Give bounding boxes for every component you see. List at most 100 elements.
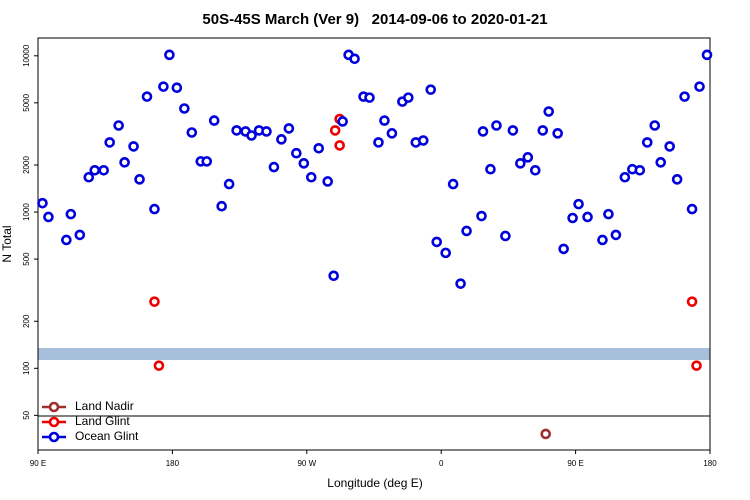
x-tick-label: 180 bbox=[703, 459, 717, 468]
point bbox=[43, 211, 54, 223]
point bbox=[515, 158, 526, 169]
point bbox=[328, 270, 339, 282]
point bbox=[567, 212, 578, 224]
point bbox=[98, 165, 110, 176]
point bbox=[655, 157, 667, 168]
point bbox=[461, 225, 472, 237]
point bbox=[322, 176, 334, 187]
point bbox=[337, 116, 348, 127]
point bbox=[610, 229, 622, 241]
point bbox=[283, 123, 295, 134]
legend-label: Ocean Glint bbox=[75, 429, 139, 443]
legend-marker bbox=[48, 416, 60, 428]
point bbox=[74, 229, 86, 241]
point bbox=[679, 91, 690, 102]
point bbox=[671, 174, 683, 185]
point bbox=[543, 106, 555, 117]
point bbox=[298, 158, 310, 169]
point bbox=[440, 247, 451, 259]
point bbox=[552, 128, 563, 139]
y-tick-label: 10000 bbox=[22, 44, 31, 67]
legend-marker bbox=[48, 401, 60, 413]
point bbox=[179, 103, 190, 114]
point bbox=[386, 128, 398, 139]
point bbox=[540, 428, 552, 440]
point bbox=[686, 203, 698, 215]
chart-title: 50S-45S March (Ver 9) 2014-09-06 to 2020… bbox=[202, 11, 547, 28]
point bbox=[216, 200, 227, 212]
point bbox=[113, 120, 124, 131]
point bbox=[582, 211, 593, 223]
x-tick-label: 90 W bbox=[297, 459, 316, 468]
point bbox=[305, 171, 317, 183]
x-axis-label: Longitude (deg E) bbox=[327, 476, 422, 490]
point bbox=[425, 84, 437, 95]
point bbox=[403, 92, 414, 103]
point bbox=[149, 296, 160, 307]
point bbox=[664, 141, 675, 152]
point bbox=[231, 125, 242, 136]
y-tick-label: 5000 bbox=[22, 93, 31, 111]
point bbox=[261, 126, 272, 137]
point bbox=[149, 203, 160, 215]
point bbox=[164, 49, 175, 61]
point bbox=[268, 161, 280, 173]
x-tick-label: 90 E bbox=[30, 459, 46, 468]
point bbox=[485, 163, 496, 175]
point bbox=[597, 234, 608, 246]
band bbox=[38, 348, 710, 360]
point bbox=[694, 81, 705, 92]
point bbox=[65, 208, 77, 220]
point bbox=[431, 236, 443, 248]
point bbox=[201, 156, 213, 167]
point bbox=[134, 174, 145, 185]
point bbox=[158, 81, 169, 92]
point bbox=[276, 134, 287, 145]
point bbox=[349, 53, 360, 65]
y-axis-label: N Total bbox=[0, 225, 14, 262]
legend-label: Land Nadir bbox=[75, 399, 134, 413]
point bbox=[686, 296, 698, 307]
legend-label: Land Glint bbox=[75, 414, 130, 428]
point bbox=[208, 115, 220, 126]
point bbox=[364, 92, 375, 103]
x-tick-label: 180 bbox=[166, 459, 180, 468]
point bbox=[186, 127, 198, 138]
y-tick-label: 2000 bbox=[22, 156, 31, 174]
point bbox=[641, 137, 653, 148]
point bbox=[491, 120, 502, 131]
point bbox=[379, 115, 390, 126]
point bbox=[313, 142, 325, 154]
point bbox=[691, 360, 702, 371]
point bbox=[455, 278, 466, 289]
point bbox=[447, 178, 459, 190]
y-tick-label: 100 bbox=[22, 361, 31, 375]
point bbox=[83, 171, 95, 183]
point bbox=[500, 230, 511, 242]
point bbox=[573, 198, 584, 210]
point bbox=[291, 147, 302, 159]
point bbox=[153, 360, 165, 371]
legend-marker bbox=[48, 431, 60, 443]
point bbox=[141, 91, 153, 102]
point bbox=[603, 208, 614, 220]
point bbox=[89, 165, 101, 176]
point bbox=[119, 157, 130, 168]
point bbox=[558, 243, 569, 255]
point bbox=[128, 141, 139, 152]
point bbox=[334, 140, 345, 151]
point bbox=[701, 49, 713, 61]
point bbox=[537, 125, 549, 136]
point bbox=[522, 152, 534, 163]
y-tick-label: 200 bbox=[22, 314, 31, 328]
point bbox=[634, 165, 646, 176]
y-tick-label: 1000 bbox=[22, 203, 31, 221]
point bbox=[477, 126, 489, 137]
point bbox=[171, 82, 183, 93]
point bbox=[417, 135, 429, 146]
point bbox=[61, 234, 72, 246]
point bbox=[529, 165, 541, 176]
y-tick-label: 50 bbox=[22, 410, 31, 419]
point bbox=[649, 120, 661, 131]
